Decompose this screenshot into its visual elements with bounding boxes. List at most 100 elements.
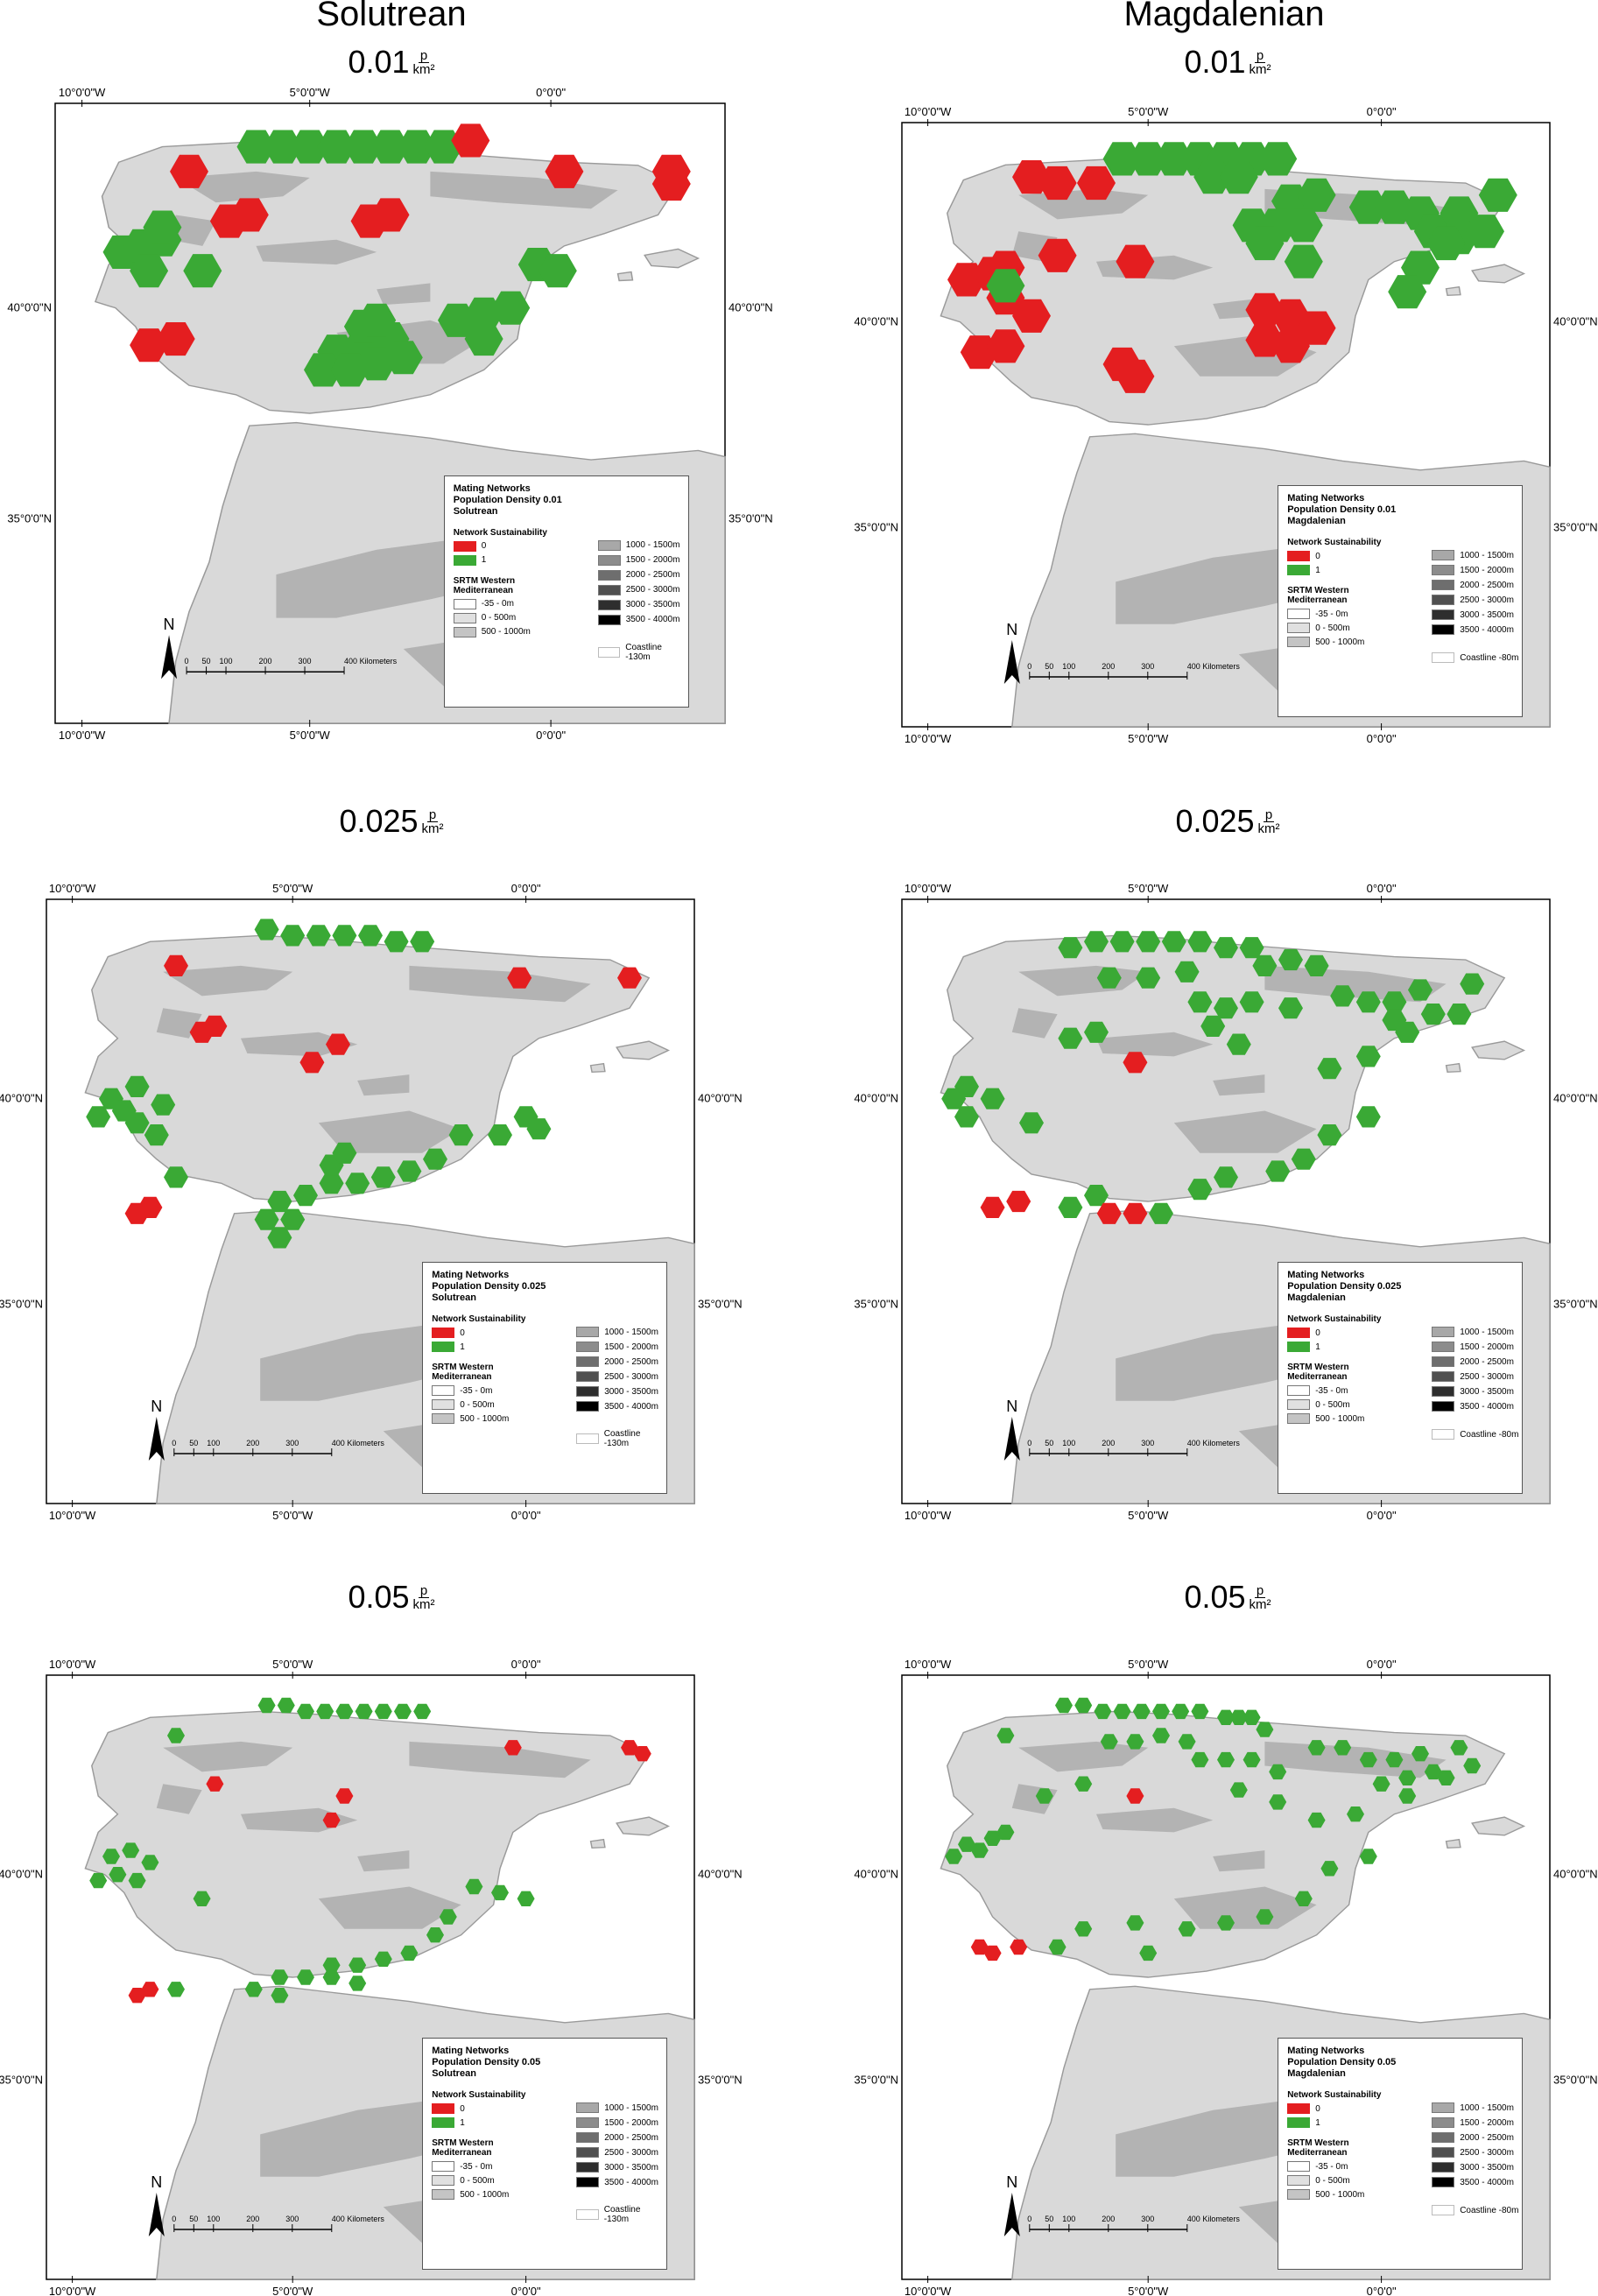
sustainable-network-cell	[1019, 1112, 1044, 1134]
legend-elevation-item: 1000 - 1500m	[1432, 2102, 1514, 2113]
sustainable-network-cell	[517, 1891, 535, 1906]
legend-srtm-title: SRTM Western Mediterranean	[1287, 1363, 1349, 1382]
sustainable-network-cell	[439, 1909, 457, 1925]
relief-area	[256, 239, 377, 265]
unsustainable-network-cell	[633, 1746, 651, 1762]
legend-sustainability-item: 0	[1287, 551, 1513, 561]
longitude-tick-bottom: 0°0'0"	[1367, 1509, 1397, 1522]
sustainable-network-cell	[1084, 1185, 1109, 1207]
legend-elevation-item: 1500 - 2000m	[576, 2117, 658, 2128]
sustainable-network-cell	[348, 1976, 367, 1991]
map-panel-magdalenian-005: 10°0'0"W 10°0'0"W 5°0'0"W 5°0'0"W 0°0'0" 0°0'…	[854, 1658, 1597, 2296]
sustainable-network-cell	[1187, 991, 1213, 1013]
unsustainable-network-cell	[507, 967, 532, 989]
sustainable-network-cell	[1347, 1807, 1364, 1822]
sustainable-network-cell	[374, 1951, 392, 1967]
sustainable-network-cell	[1074, 1776, 1093, 1792]
sustainable-network-cell	[1217, 1709, 1235, 1725]
sustainable-network-cell	[130, 254, 169, 288]
sustainable-network-cell	[254, 1208, 279, 1230]
sustainable-network-cell	[1129, 142, 1168, 176]
sustainable-network-cell	[1411, 1746, 1429, 1762]
sustainable-network-cell	[423, 1148, 447, 1170]
legend-elevation-item: -35 - 0m	[432, 1385, 658, 1396]
legend-title: Mating Networks Population Density 0.05 So…	[432, 2046, 541, 2079]
legend-title: Mating Networks Population Density 0.01 So…	[453, 482, 562, 517]
sustainable-network-cell	[124, 1075, 150, 1097]
scale-label: 300	[285, 2215, 299, 2223]
legend-elevation-item: -35 - 0m	[1287, 1385, 1513, 1396]
sustainable-network-cell	[465, 1878, 483, 1895]
scale-bar: 0 50 100 200 300 400 Kilometers	[185, 657, 398, 675]
legend-coastline: Coastline -80m	[1432, 652, 1518, 663]
balearic-island	[616, 271, 634, 282]
legend-title: Mating Networks Population Density 0.025 M…	[1287, 1270, 1402, 1303]
longitude-tick-top: 10°0'0"W	[905, 882, 952, 895]
sustainable-network-cell	[164, 1166, 188, 1188]
scale-label: 200	[246, 1439, 259, 1447]
legend-elevation-item: 1000 - 1500m	[597, 539, 679, 551]
sustainable-network-cell	[1398, 1788, 1417, 1804]
relief-area	[1173, 1886, 1317, 1929]
latitude-tick-left: 35°0'0"N	[0, 1297, 43, 1310]
legend-elevation-item: 2500 - 3000m	[576, 1371, 658, 1382]
sustainable-network-cell	[1317, 1058, 1342, 1080]
legend-elevation-item: 500 - 1000m	[1287, 1413, 1513, 1424]
longitude-tick-top: 0°0'0"	[511, 1658, 541, 1671]
sustainable-network-cell	[267, 1227, 292, 1249]
sustainable-network-cell	[370, 130, 410, 164]
sustainable-network-cell	[1284, 244, 1323, 278]
legend-elevation-item: 1000 - 1500m	[576, 1327, 658, 1337]
scale-label: 300	[299, 657, 312, 666]
sustainable-network-cell	[1100, 1734, 1118, 1750]
sustainable-network-cell	[426, 1927, 444, 1943]
unsustainable-network-cell	[137, 1196, 163, 1218]
legend-elevation-item: 2000 - 2500m	[576, 1356, 658, 1367]
legend-elevation-item: 2000 - 2500m	[576, 2132, 658, 2143]
latitude-tick-right: 40°0'0"N	[698, 1868, 743, 1881]
legend-title: Mating Networks Population Density 0.025 S…	[432, 1270, 546, 1303]
scale-label: 300	[1141, 662, 1154, 671]
relief-area	[175, 171, 310, 203]
sustainable-network-cell	[1214, 1166, 1238, 1188]
unsustainable-network-cell	[370, 198, 410, 232]
longitude-tick-top: 10°0'0"W	[905, 1658, 952, 1671]
sustainable-network-cell	[1307, 1740, 1326, 1756]
legend-coastline: Coastline -80m	[1432, 2205, 1518, 2215]
sustainable-network-cell	[167, 1728, 185, 1743]
balearic-island	[616, 1816, 671, 1836]
scale-label: 100	[207, 2215, 220, 2223]
longitude-tick-bottom: 0°0'0"	[536, 729, 566, 742]
legend-high-elevation: 1000 - 1500m 1500 - 2000m 2000 - 2500m 2500…	[576, 2098, 658, 2187]
map-legend: Mating Networks Population Density 0.025 S…	[422, 1262, 668, 1494]
sustainable-network-cell	[1478, 178, 1517, 212]
legend-sustainability-item: 1	[1287, 2117, 1513, 2128]
unsustainable-network-cell	[451, 123, 490, 158]
sustainable-network-cell	[1200, 1015, 1226, 1037]
scale-bar: 0 50 100 200 300 400 Kilometers	[1027, 2215, 1240, 2232]
longitude-tick-bottom: 5°0'0"W	[272, 2285, 313, 2296]
scale-label: 100	[1062, 1439, 1075, 1447]
scale-label: 400 Kilometers	[332, 1439, 385, 1447]
sustainable-network-cell	[1437, 1770, 1455, 1785]
unsustainable-network-cell	[1012, 299, 1051, 333]
legend-elevation-item: 0 - 500m	[432, 2175, 658, 2186]
latitude-tick-right: 35°0'0"N	[698, 1297, 743, 1310]
scale-label: 50	[1045, 662, 1053, 671]
sustainable-network-cell	[1055, 1697, 1073, 1714]
balearic-island	[1445, 285, 1461, 297]
legend-elevation-item: 0 - 500m	[453, 612, 679, 623]
scale-bar: 0 50 100 200 300 400 Kilometers	[1027, 662, 1240, 680]
map-panel-magdalenian-001: 10°0'0"W 10°0'0"W 5°0'0"W 5°0'0"W 0°0'0" 0°0'…	[854, 105, 1597, 745]
sustainable-network-cell	[1447, 1004, 1472, 1025]
legend-sustainability-item: 1	[453, 554, 679, 566]
sustainable-network-cell	[1269, 1794, 1287, 1810]
legend-sustainability-item: 0	[432, 2103, 658, 2114]
legend-sustainability-title: Network Sustainability	[1287, 1314, 1382, 1324]
scale-label: 0	[1027, 662, 1031, 671]
scale-label: 400 Kilometers	[1187, 662, 1241, 671]
longitude-tick-bottom: 10°0'0"W	[905, 2285, 952, 2296]
sustainable-network-cell	[398, 130, 437, 164]
longitude-tick-top: 0°0'0"	[511, 882, 541, 895]
legend-high-elevation: 1000 - 1500m 1500 - 2000m 2000 - 2500m 2500…	[576, 1322, 658, 1412]
